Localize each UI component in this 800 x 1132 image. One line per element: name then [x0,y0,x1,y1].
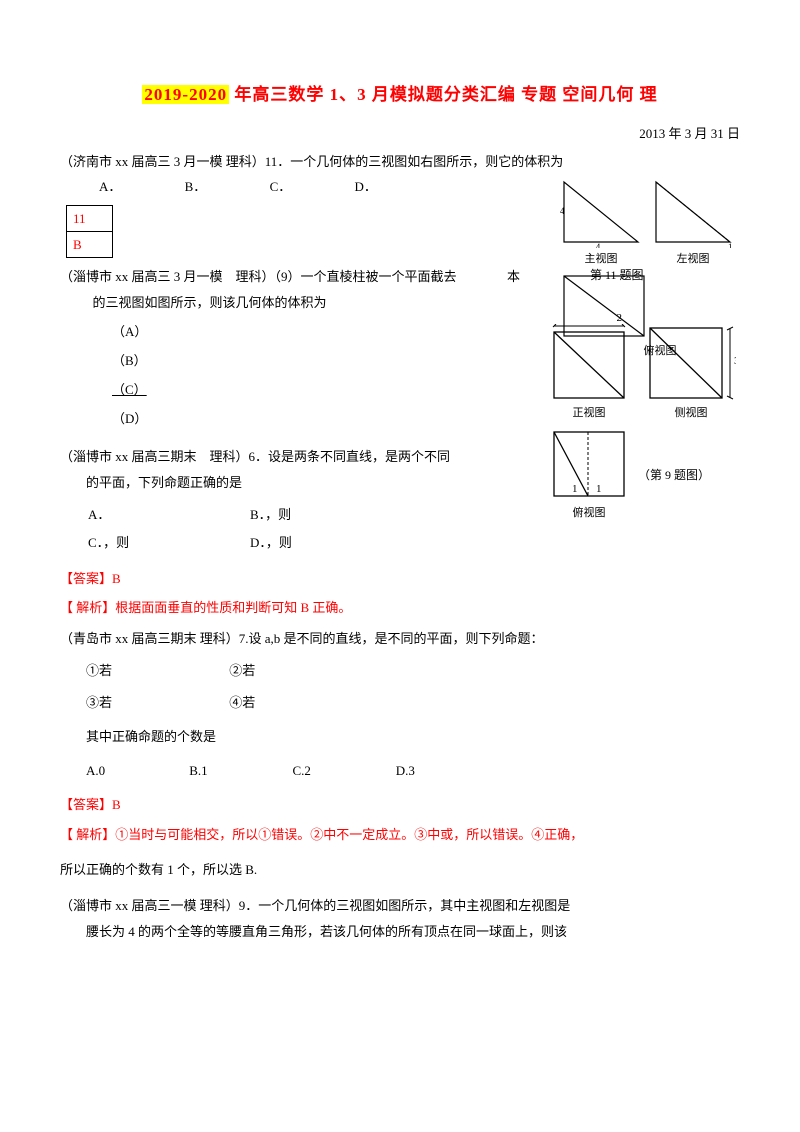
q1-opt-b: B． [185,175,207,200]
q4-c2: ②若 [229,663,255,678]
analysis-1: 【 解析】根据面面垂直的性质和判断可知 B 正确。 [60,597,740,616]
fig2-ov1: 1 [572,483,578,495]
q5-stem: （淄博市 xx 届高三一模 理科）9．一个几何体的三视图如图所示，其中主视图和左… [60,893,740,919]
fig1-side: 4 [560,206,565,216]
q3-opt-a: A． [88,502,248,528]
analysis2-text2: 所以正确的个数有 1 个，所以选 B. [60,858,740,883]
q4-c4: ④若 [229,695,255,710]
q5-stem2: 腰长为 4 的两个全等的等腰直角三角形，若该几何体的所有顶点在同一球面上，则该 [60,919,740,945]
q4-opt-c: C.2 [293,758,393,784]
ans2-label: 【答案】 [60,797,112,812]
analysis2-text: ①当时与可能相交，所以①错误。②中不一定成立。③中或，所以错误。④正确， [115,827,583,842]
title-highlight: 2019-2020 [142,85,229,104]
fig1-caption: 第 11 题图 [590,266,644,283]
q2-stem-fill: 本 [507,264,520,290]
q1-stem: （济南市 xx 届高三 3 月一模 理科）11．一个几何体的三视图如右图所示，则… [60,150,740,175]
q1-answer-table: 11 B [66,205,113,258]
q4-stem: （青岛市 xx 届高三期末 理科）7.设 a,b 是不同的直线，是不同的平面，则… [60,626,740,652]
fig2-side-dim: 3 [734,355,736,367]
answer-2: 【答案】B [60,794,740,813]
q4-opt-d: D.3 [396,758,496,784]
answer-1: 【答案】B [60,568,740,587]
fig1-right-label: 左视图 [652,250,734,266]
title-rest: 年高三数学 1、3 月模拟题分类汇编 专题 空间几何 理 [234,85,657,104]
q3-opt-d: D．，则 [250,530,322,556]
analysis1-label: 【 解析】 [60,600,115,615]
figure-9: 2 正视图 3 侧视图 [550,312,760,520]
q3-opt-b: B．，则 [250,502,322,528]
fig2-ov2: 1 [596,483,602,495]
fig1-left-label: 主视图 [560,250,642,266]
q1-opt-c: C． [270,175,292,200]
page-title: 2019-2020 年高三数学 1、3 月模拟题分类汇编 专题 空间几何 理 [60,80,740,105]
ans2-val: B [112,797,121,812]
q1-opt-a: A． [99,175,121,200]
ans1-val: B [112,571,121,586]
analysis-2: 【 解析】①当时与可能相交，所以①错误。②中不一定成立。③中或，所以错误。④正确… [60,823,740,848]
q4-opt-b: B.1 [189,758,289,784]
fig1-base: 4 [596,242,601,248]
q4-c1: ①若 [86,658,226,684]
q4-opt-a: A.0 [86,758,186,784]
date: 2013 年 3 月 31 日 [60,123,740,142]
analysis2-label: 【 解析】 [60,827,115,842]
analysis1-text: 根据面面垂直的性质和判断可知 B 正确。 [115,600,351,615]
fig2-side: 侧视图 [646,404,736,420]
q4-count: 其中正确命题的个数是 [60,724,740,750]
q2-stem-a: （淄博市 xx 届高三 3 月一模 理科）（9）一个直棱柱被一个平面截去 [60,269,457,284]
fig1-right-num: 1 [728,242,733,248]
fig2-top: 俯视图 [550,504,628,520]
q1-opt-d: D． [354,175,376,200]
q1-num-cell: 11 [67,206,113,232]
q3-opt-c: C．，则 [88,530,248,556]
fig2-front: 正视图 [550,404,628,420]
ans1-label: 【答案】 [60,571,112,586]
fig2-caption: （第 9 题图） [638,466,710,483]
q4-c3: ③若 [86,690,226,716]
fig2-top-dim: 2 [550,312,622,324]
q1-ans-cell: B [67,232,113,258]
